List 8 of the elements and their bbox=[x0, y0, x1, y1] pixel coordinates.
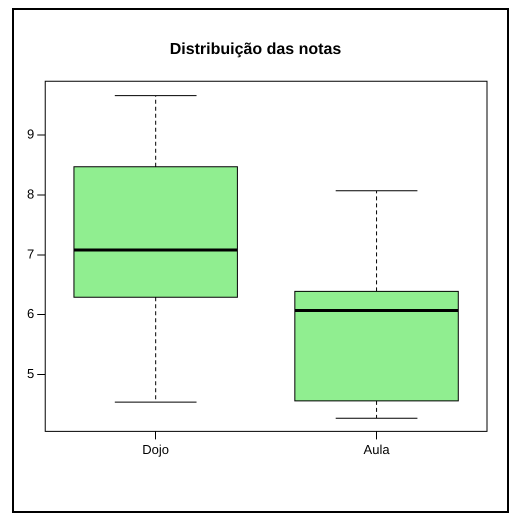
x-tick-label: Aula bbox=[364, 442, 390, 457]
y-tick-label: 5 bbox=[26, 366, 34, 382]
y-tick-label: 6 bbox=[26, 306, 34, 322]
y-tick-label: 8 bbox=[26, 186, 34, 202]
y-tick-label: 7 bbox=[26, 246, 34, 262]
y-tick-label: 9 bbox=[26, 126, 34, 142]
chart-title: Distribuição das notas bbox=[170, 41, 342, 58]
x-tick-label: Dojo bbox=[142, 442, 170, 457]
